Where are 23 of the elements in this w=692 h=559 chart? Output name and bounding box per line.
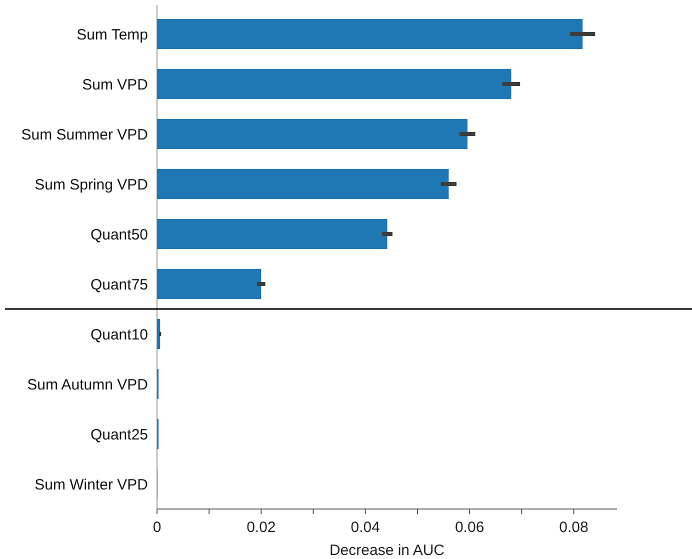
y-tick-label: Quant50 — [90, 226, 148, 244]
x-axis-title: Decrease in AUC — [329, 542, 445, 559]
y-tick-label: Sum Spring VPD — [34, 176, 148, 194]
bar — [157, 269, 262, 299]
bar — [157, 219, 388, 249]
y-tick-label: Quant25 — [90, 426, 148, 444]
y-tick-label: Sum Summer VPD — [21, 126, 148, 144]
bar — [157, 319, 160, 349]
x-tick-label: 0.04 — [350, 519, 380, 536]
y-tick-label: Sum VPD — [82, 76, 148, 94]
y-tick-label: Sum Temp — [76, 26, 148, 44]
x-tick-label: 0 — [152, 519, 162, 536]
y-tick-label: Sum Autumn VPD — [27, 376, 148, 394]
x-tick-label: 0.08 — [559, 519, 588, 536]
bar — [157, 19, 583, 49]
x-tick-label: 0.02 — [246, 519, 276, 536]
y-tick-label: Sum Winter VPD — [34, 476, 148, 494]
bar — [157, 69, 512, 99]
bar — [157, 119, 468, 149]
x-tick-label: 0.06 — [454, 519, 484, 536]
y-tick-label: Quant10 — [90, 326, 148, 344]
bar — [157, 169, 449, 199]
y-tick-label: Quant75 — [90, 276, 148, 294]
